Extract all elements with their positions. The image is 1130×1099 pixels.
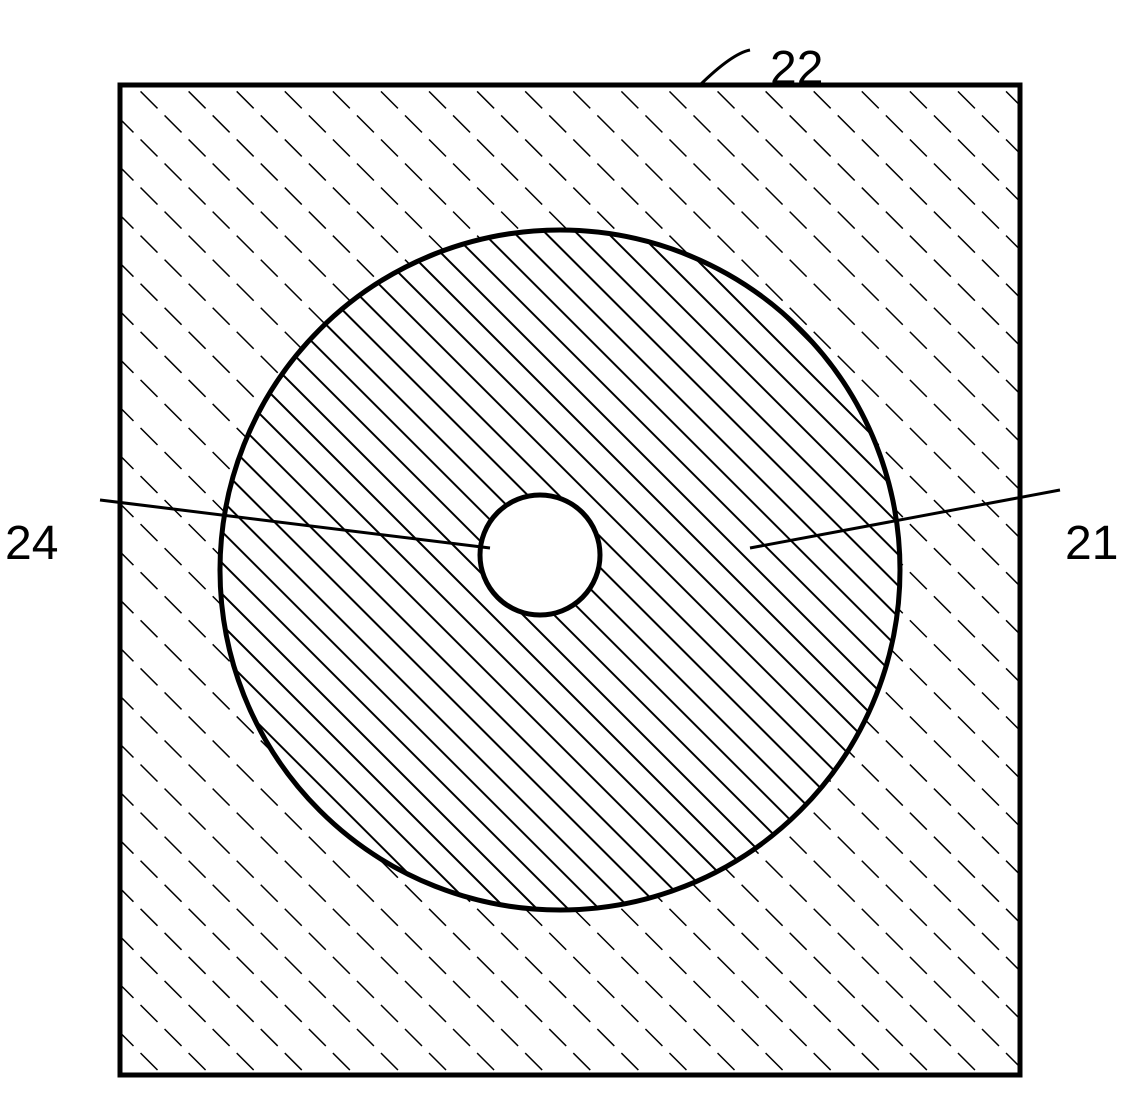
label-21: 21 bbox=[1065, 520, 1118, 568]
small-circle bbox=[480, 495, 600, 615]
leader-22 bbox=[700, 50, 750, 85]
label-24: 24 bbox=[5, 520, 58, 568]
label-22: 22 bbox=[770, 45, 823, 93]
diagram-stage: 22 24 21 bbox=[0, 0, 1130, 1099]
diagram-svg bbox=[0, 0, 1130, 1099]
